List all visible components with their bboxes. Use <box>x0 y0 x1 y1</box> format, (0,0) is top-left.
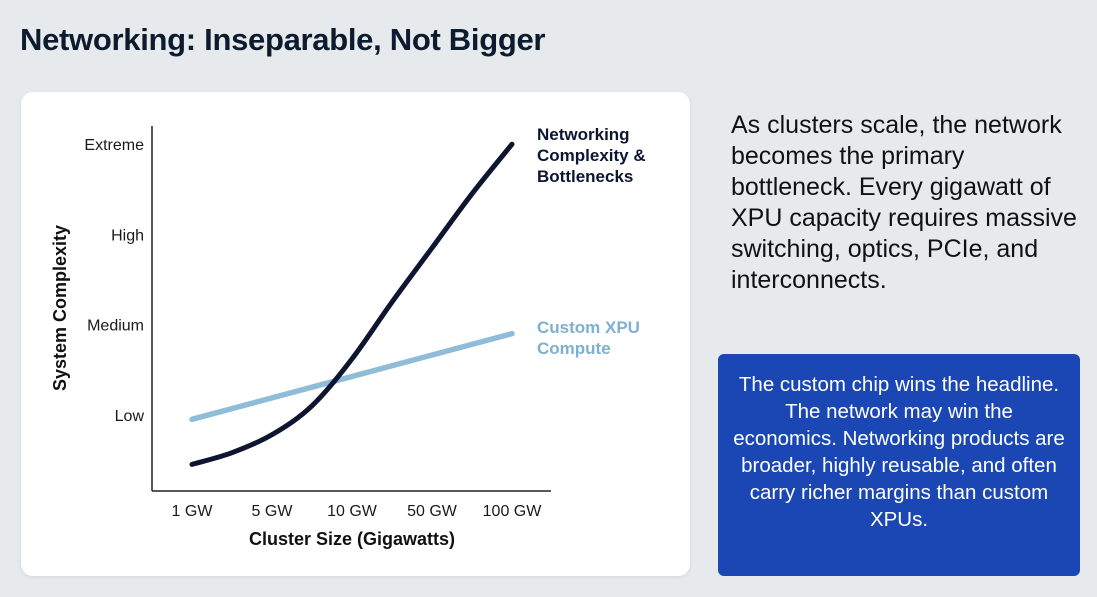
networking-complexity-line <box>189 141 515 467</box>
callout-box: The custom chip wins the headline. The n… <box>718 354 1080 576</box>
x-axis-title: Cluster Size (Gigawatts) <box>249 529 455 549</box>
x-tick-label: 50 GW <box>407 503 458 520</box>
x-tick-label: 10 GW <box>327 503 378 520</box>
x-tick-label: 1 GW <box>172 503 214 520</box>
series-label: Networking Complexity & Bottlenecks <box>537 125 646 186</box>
chart-card: Low Medium High Extreme 1 GW 5 GW 10 GW 50 GW 10… <box>21 92 690 576</box>
x-tick-label: 5 GW <box>252 503 294 520</box>
y-tick-label: High <box>111 227 144 244</box>
chart-svg: Low Medium High Extreme 1 GW 5 GW 10 GW 50 GW 10… <box>50 125 646 549</box>
side-description: As clusters scale, the network becomes t… <box>731 111 1077 294</box>
series-label: Custom XPU Compute <box>537 318 640 358</box>
x-tick-label: 100 GW <box>483 503 543 520</box>
y-tick-label: Extreme <box>84 137 144 154</box>
y-tick-label: Low <box>115 408 145 425</box>
page-title: Networking: Inseparable, Not Bigger <box>20 22 546 57</box>
custom-xpu-compute-line <box>189 330 515 423</box>
y-axis-title: System Complexity <box>50 225 70 391</box>
callout-text: The custom chip wins the headline. The n… <box>733 373 1065 531</box>
y-tick-label: Medium <box>87 318 144 335</box>
